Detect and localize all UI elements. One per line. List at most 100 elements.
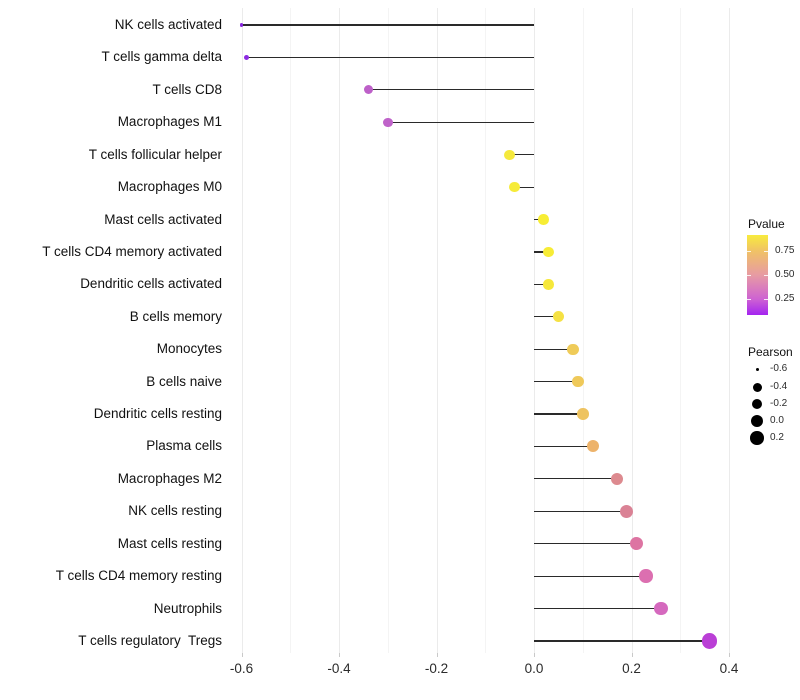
data-point: [543, 279, 554, 290]
major-gridline: [436, 8, 438, 653]
lollipop-segment: [534, 445, 593, 448]
y-axis-label: Macrophages M0: [117, 179, 222, 195]
colorbar-tick-mark: [764, 251, 768, 253]
y-axis-label: Macrophages M2: [117, 470, 222, 486]
data-point: [543, 246, 554, 258]
data-point: [620, 504, 634, 518]
x-axis-tick-label: 0.4: [719, 661, 739, 676]
lollipop-segment: [509, 154, 534, 156]
size-legend-dot: [751, 398, 763, 410]
y-axis-label: Dendritic cells activated: [80, 276, 222, 292]
data-point: [572, 375, 584, 388]
pvalue-legend-title: Pvalue: [748, 217, 785, 231]
size-legend-label: -0.4: [770, 381, 788, 392]
y-axis-label: T cells regulatory Tregs: [78, 632, 222, 648]
data-point: [610, 472, 624, 486]
x-axis-tick: [339, 653, 340, 657]
minor-gridline: [582, 8, 584, 653]
lollipop-segment: [534, 607, 661, 610]
colorbar-tick-label: 0.50: [775, 269, 795, 280]
y-axis-label: B cells memory: [129, 308, 222, 324]
lollipop-segment: [368, 89, 534, 91]
lollipop-segment: [387, 121, 534, 123]
data-point: [239, 23, 244, 27]
data-point: [567, 343, 579, 355]
data-point: [639, 569, 653, 583]
data-point: [701, 633, 718, 649]
major-gridline: [339, 8, 340, 653]
x-axis-tick: [436, 653, 438, 657]
y-axis-label: T cells CD8: [152, 81, 222, 97]
major-gridline: [631, 8, 633, 653]
pvalue-colorbar: [747, 235, 768, 315]
data-point: [504, 149, 515, 160]
colorbar-tick-mark: [764, 275, 768, 276]
y-axis-label: B cells naive: [146, 373, 222, 389]
y-axis-label: Mast cells resting: [117, 535, 222, 551]
pearson-legend-title: Pearson: [748, 345, 793, 359]
colorbar-tick-label: 0.25: [775, 292, 795, 304]
size-legend-dot: [752, 382, 762, 392]
lollipop-segment: [514, 186, 534, 188]
lollipop-segment: [534, 381, 578, 383]
x-axis-tick-label: -0.4: [327, 661, 351, 676]
lollipop-segment: [534, 316, 559, 318]
major-gridline: [534, 8, 535, 653]
colorbar-tick-mark: [747, 275, 751, 276]
y-axis-label: T cells CD4 memory resting: [55, 568, 222, 584]
lollipop-segment: [534, 413, 583, 415]
y-axis-label: Neutrophils: [153, 600, 222, 616]
lollipop-segment: [534, 348, 573, 350]
colorbar-tick-mark: [764, 298, 768, 300]
x-axis-tick: [241, 653, 243, 657]
colorbar-tick-mark: [747, 251, 751, 253]
data-point: [552, 311, 564, 323]
y-axis-label: NK cells resting: [128, 503, 222, 519]
minor-gridline: [680, 8, 682, 653]
lollipop-segment: [534, 283, 549, 285]
data-point: [538, 214, 550, 225]
size-legend-label: -0.6: [770, 363, 788, 374]
major-gridline: [729, 8, 730, 653]
data-point: [243, 54, 249, 60]
x-axis-tick: [631, 653, 633, 657]
size-legend-label: -0.2: [770, 398, 788, 409]
x-axis-tick-label: 0.0: [524, 661, 544, 676]
size-legend-label: 0.0: [770, 415, 784, 426]
y-axis-label: NK cells activated: [114, 17, 222, 32]
y-axis-label: Monocytes: [156, 341, 222, 357]
lollipop-segment: [534, 251, 549, 253]
y-axis-label: T cells follicular helper: [88, 146, 222, 162]
data-point: [586, 440, 599, 453]
lollipop-segment: [534, 510, 627, 512]
size-legend-dot: [750, 431, 764, 445]
lollipop-segment: [534, 543, 637, 545]
y-axis-label: T cells gamma delta: [101, 49, 222, 65]
x-axis-tick: [534, 653, 535, 657]
lollipop-segment: [241, 24, 534, 26]
x-axis-tick-label: -0.6: [229, 661, 254, 676]
lollipop-segment: [534, 640, 710, 642]
major-gridline: [241, 8, 243, 653]
data-point: [509, 181, 520, 193]
colorbar-tick-mark: [747, 298, 751, 300]
data-point: [363, 85, 373, 95]
size-legend-label: 0.2: [770, 432, 784, 443]
y-axis-label: Mast cells activated: [104, 211, 222, 227]
minor-gridline: [290, 8, 292, 653]
minor-gridline: [387, 8, 389, 653]
y-axis-label: Macrophages M1: [117, 114, 222, 130]
lollipop-segment: [534, 575, 647, 577]
colorbar-tick-label: 0.75: [775, 245, 795, 257]
minor-gridline: [485, 8, 487, 653]
size-legend-dot: [751, 415, 763, 427]
x-axis-tick: [729, 653, 730, 657]
y-axis-label: Dendritic cells resting: [93, 406, 222, 422]
y-axis-label: Plasma cells: [146, 438, 222, 454]
y-axis-label: T cells CD4 memory activated: [42, 243, 222, 259]
data-point: [383, 117, 393, 127]
lollipop-segment: [534, 478, 617, 480]
x-axis-tick-label: -0.2: [424, 661, 449, 676]
size-legend-dot: [755, 367, 759, 371]
